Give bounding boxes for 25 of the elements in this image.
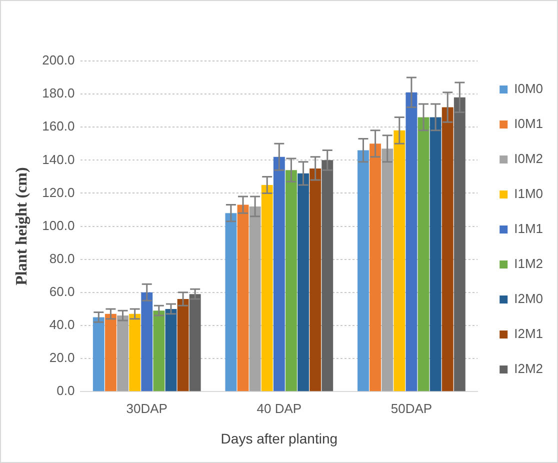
y-tick-label: 20.0 <box>49 350 75 366</box>
legend-label: I1M0 <box>514 186 544 202</box>
legend-label: I0M0 <box>514 81 544 96</box>
y-tick-label: 40.0 <box>49 317 75 332</box>
y-tick-label: 60.0 <box>49 284 75 299</box>
legend-label: I0M2 <box>514 151 544 166</box>
y-tick-label: 100.0 <box>42 218 75 233</box>
y-axis-title: Plant height (cm) <box>14 167 31 286</box>
legend-label: I2M2 <box>514 361 544 376</box>
legend-label: I2M0 <box>514 291 544 306</box>
y-tick-label: 180.0 <box>42 86 75 101</box>
y-tick-label: 200.0 <box>42 52 75 68</box>
y-tick-label: 160.0 <box>42 118 75 134</box>
x-tick-label: 30DAP <box>126 400 168 416</box>
legend-label: I1M1 <box>514 221 544 236</box>
legend-label: I0M1 <box>514 116 544 132</box>
y-tick-label: 0.0 <box>56 383 75 398</box>
y-tick-label: 80.0 <box>49 250 75 266</box>
x-tick-label: 50DAP <box>390 400 432 416</box>
y-tick-label: 140.0 <box>42 152 75 167</box>
x-axis-title: Days after planting <box>220 430 338 446</box>
legend-label: I2M1 <box>514 326 544 342</box>
y-tick-label: 120.0 <box>42 184 75 200</box>
x-tick-label: 40 DAP <box>256 400 302 416</box>
legend-label: I1M2 <box>514 256 544 272</box>
